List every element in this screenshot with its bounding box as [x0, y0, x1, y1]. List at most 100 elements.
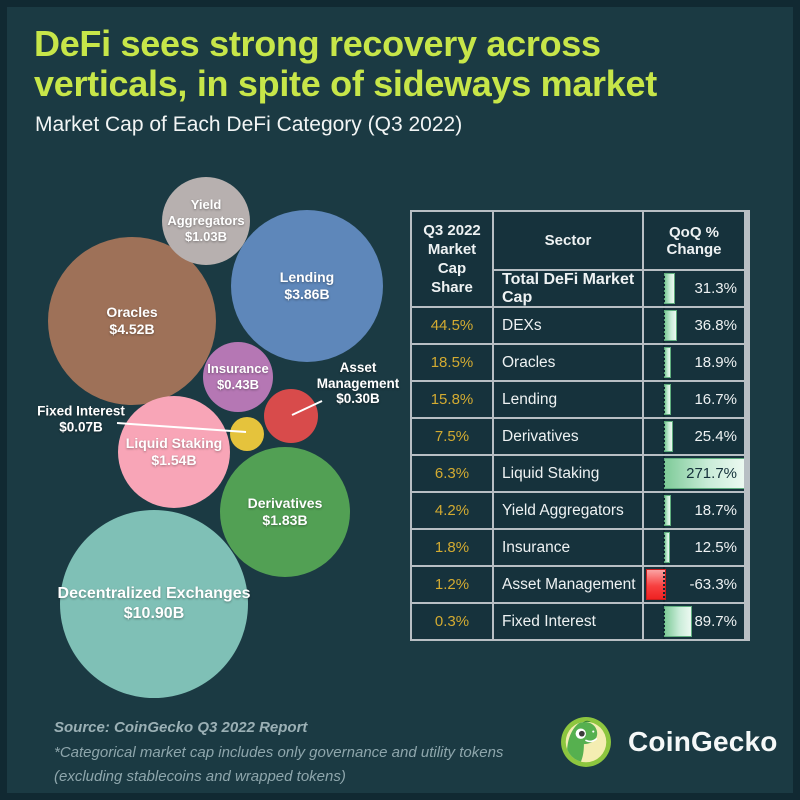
bubble-derivatives: Derivatives $1.83B — [220, 447, 350, 577]
bubble-oracles: Oracles $4.52B — [48, 237, 216, 405]
footnote-1: *Categorical market cap includes only go… — [54, 743, 504, 761]
bubble-liquid-staking: Liquid Staking $1.54B — [118, 396, 230, 508]
share-value: 18.5% — [412, 345, 492, 380]
coingecko-gecko-icon — [561, 717, 611, 767]
qoq-change-cell: 12.5% — [644, 530, 744, 565]
bubble-label-line: Aggregators — [167, 213, 245, 229]
qoq-bar — [664, 606, 692, 637]
col-header-qoq-change: QoQ % Change — [644, 212, 744, 269]
qoq-value: 12.5% — [694, 539, 737, 556]
page-subtitle: Market Cap of Each DeFi Category (Q3 202… — [35, 113, 463, 136]
qoq-bar — [645, 569, 666, 600]
sector-name: Lending — [494, 382, 642, 417]
qoq-zero-baseline — [663, 456, 665, 491]
bubble-label-line: $0.07B — [59, 419, 103, 434]
source-text: Source: CoinGecko Q3 2022 Report — [54, 719, 308, 736]
qoq-value: 25.4% — [694, 428, 737, 445]
share-value: 1.2% — [412, 567, 492, 602]
bubble-label-line: Yield — [190, 197, 222, 213]
qoq-bar — [664, 347, 672, 378]
bubble-label-line: Asset — [339, 359, 377, 375]
bubble-label-line: Liquid Staking — [125, 434, 223, 451]
bubble-label-line: Fixed Interest — [37, 403, 125, 419]
col-header-market-cap-share: Q3 2022 Market Cap Share — [412, 212, 492, 306]
qoq-change-cell: -63.3% — [644, 567, 744, 602]
bubble-label-line: $3.86B — [284, 286, 330, 302]
coingecko-logo: CoinGecko — [560, 716, 778, 768]
share-value: 4.2% — [412, 493, 492, 528]
sector-name: Fixed Interest — [494, 604, 642, 639]
qoq-value: 36.8% — [694, 317, 737, 334]
bubble-lending: Lending $3.86B — [231, 210, 383, 362]
share-value: 0.3% — [412, 604, 492, 639]
qoq-zero-baseline — [663, 308, 665, 343]
share-value: 15.8% — [412, 382, 492, 417]
bubble-outside-label-fixed-interest: Fixed Interest $0.07B — [37, 404, 125, 435]
qoq-value: -63.3% — [689, 576, 737, 593]
bubble-label-line: Lending — [279, 268, 335, 285]
bubble-fixed-interest — [230, 417, 264, 451]
sector-name: Total DeFi Market Cap — [494, 271, 642, 306]
bubble-label-line: Management — [316, 375, 400, 391]
qoq-zero-baseline — [663, 419, 665, 454]
qoq-bar — [664, 495, 672, 526]
qoq-bar — [664, 384, 671, 415]
qoq-bar — [664, 421, 674, 452]
qoq-zero-baseline — [663, 530, 665, 565]
qoq-change-cell: 31.3% — [644, 271, 744, 306]
bubble-label-line: $1.54B — [151, 452, 197, 468]
bubble-label-line: Insurance — [207, 361, 269, 377]
bubble-label-line: Derivatives — [247, 494, 323, 511]
qoq-bar — [664, 458, 744, 489]
qoq-change-cell: 25.4% — [644, 419, 744, 454]
bubble-label-line: $0.43B — [217, 377, 259, 392]
qoq-bar — [664, 310, 677, 341]
bubble-asset-management — [264, 389, 318, 443]
title-line-2: verticals, in spite of sideways market — [34, 63, 657, 104]
footnote-2: (excluding stablecoins and wrapped token… — [54, 768, 346, 785]
qoq-value: 89.7% — [694, 613, 737, 630]
footer-notes: Source: CoinGecko Q3 2022 Report *Catego… — [54, 716, 503, 790]
bubble-label-line: $1.03B — [185, 228, 227, 244]
coingecko-wordmark: CoinGecko — [628, 726, 778, 757]
qoq-value: 18.7% — [694, 502, 737, 519]
sector-name: Derivatives — [494, 419, 642, 454]
sector-name: Insurance — [494, 530, 642, 565]
market-cap-table: Q3 2022 Market Cap Share Sector QoQ % Ch… — [410, 210, 750, 641]
qoq-change-cell: 271.7% — [644, 456, 744, 491]
qoq-zero-baseline — [663, 271, 665, 306]
qoq-zero-baseline — [663, 493, 665, 528]
bubble-yield-aggregators: Yield Aggregators $1.03B — [162, 177, 250, 265]
qoq-change-cell: 89.7% — [644, 604, 744, 639]
qoq-change-cell: 16.7% — [644, 382, 744, 417]
share-value: 6.3% — [412, 456, 492, 491]
sector-name: Asset Management — [494, 567, 642, 602]
qoq-value: 271.7% — [686, 465, 737, 482]
share-value: 1.8% — [412, 530, 492, 565]
bubble-label-line: Oracles — [106, 303, 158, 320]
share-value: 44.5% — [412, 308, 492, 343]
col-header-sector: Sector — [494, 212, 642, 269]
qoq-zero-baseline — [663, 604, 665, 639]
bubble-label-line: $10.90B — [123, 605, 185, 622]
qoq-value: 18.9% — [694, 354, 737, 371]
qoq-value: 31.3% — [694, 280, 737, 297]
bubble-label-line: $0.30B — [336, 390, 380, 406]
bubble-insurance: Insurance $0.43B — [203, 342, 273, 412]
bubble-label-line: $4.52B — [109, 321, 155, 337]
title-line-1: DeFi sees strong recovery across — [34, 23, 601, 64]
share-value: 7.5% — [412, 419, 492, 454]
qoq-zero-baseline — [663, 382, 665, 417]
qoq-change-cell: 18.7% — [644, 493, 744, 528]
bubble-decentralized-exchanges: Decentralized Exchanges $10.90B — [58, 510, 250, 698]
sector-name: Oracles — [494, 345, 642, 380]
sector-name: Yield Aggregators — [494, 493, 642, 528]
qoq-value: 16.7% — [694, 391, 737, 408]
page-title: DeFi sees strong recovery across vertical… — [34, 24, 764, 104]
qoq-change-cell: 36.8% — [644, 308, 744, 343]
qoq-bar — [664, 273, 676, 304]
qoq-zero-baseline — [663, 567, 665, 602]
bubble-outside-label-asset-management: Asset Management $0.30B — [317, 360, 400, 407]
